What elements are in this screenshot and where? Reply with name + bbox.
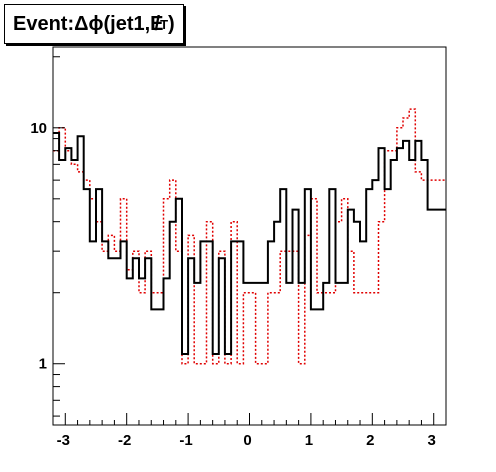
x-tick-label: 1 <box>305 432 313 449</box>
x-tick-label: -2 <box>118 432 131 449</box>
chart-title-suffix: ) <box>168 12 175 35</box>
x-tick-label: 2 <box>366 432 374 449</box>
x-tick-label: -3 <box>57 432 70 449</box>
chart-title-subscript: T <box>160 16 169 32</box>
x-tick-label: 0 <box>243 432 251 449</box>
y-tick-label: 10 <box>30 120 47 137</box>
x-tick-label: -1 <box>179 432 192 449</box>
chart-title: Event: Δϕ(jet1,E / T ) <box>4 4 184 44</box>
series-layer <box>53 108 446 365</box>
x-tick-label: 3 <box>428 432 436 449</box>
series-1-line <box>53 108 446 365</box>
chart-title-slash: / <box>154 12 161 35</box>
chart-title-prefix: Event: <box>13 12 75 35</box>
axis-layer: -3 -2 -1 0 1 2 3 1 10 <box>30 56 447 449</box>
y-tick-label: 1 <box>39 356 47 373</box>
series-0-line <box>53 132 446 355</box>
chart-title-main: Δϕ(jet1,E <box>74 12 164 35</box>
